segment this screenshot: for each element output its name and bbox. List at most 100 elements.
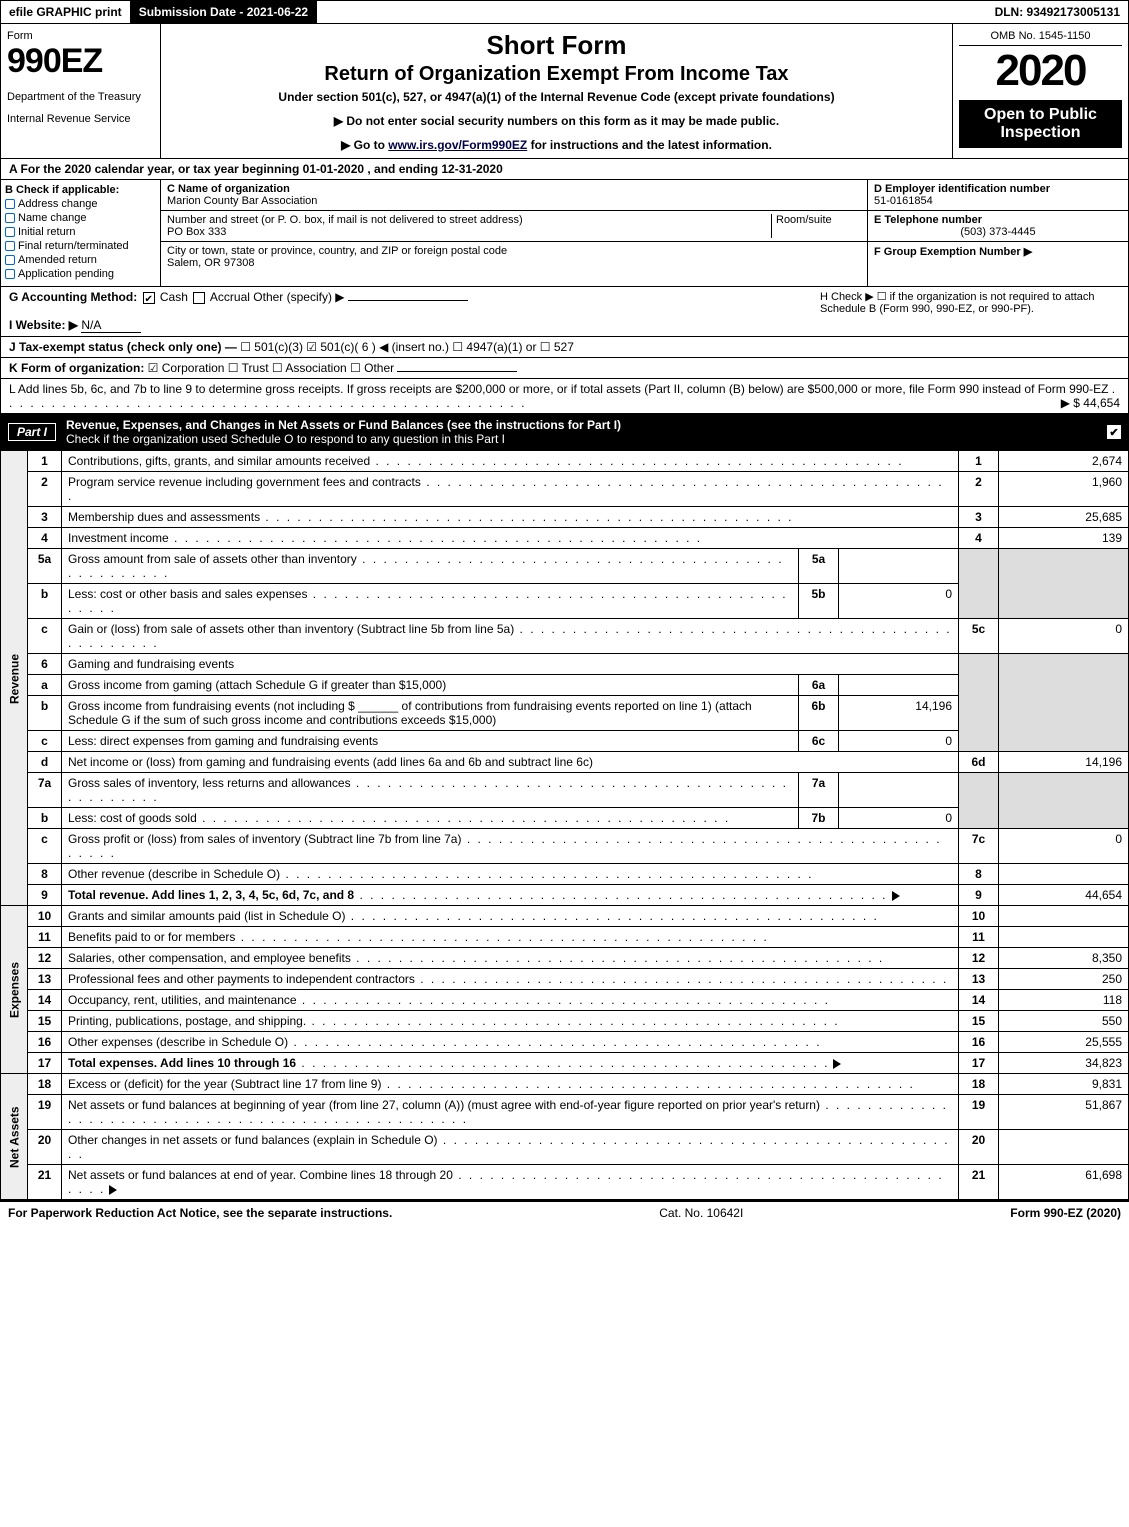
part1-check-text: Check if the organization used Schedule …: [66, 432, 505, 446]
line-19-value: 51,867: [999, 1095, 1129, 1130]
other-specify-input[interactable]: [348, 300, 468, 301]
col-d: D Employer identification number 51-0161…: [868, 180, 1128, 286]
return-subtitle: Return of Organization Exempt From Incom…: [167, 63, 946, 86]
line-9-desc: Total revenue. Add lines 1, 2, 3, 4, 5c,…: [68, 888, 354, 902]
line-6b-mv: 14,196: [839, 696, 959, 731]
line-1-desc: Contributions, gifts, grants, and simila…: [68, 454, 370, 468]
schedule-o-checkbox[interactable]: ✔: [1107, 425, 1121, 439]
line-21-desc: Net assets or fund balances at end of ye…: [68, 1168, 453, 1182]
grey-5: [959, 549, 999, 619]
line-6d-value: 14,196: [999, 752, 1129, 773]
line-8-value: [999, 864, 1129, 885]
room-label: Room/suite: [776, 214, 832, 226]
line-17-boxnum: 17: [959, 1053, 999, 1074]
line-15-boxnum: 15: [959, 1011, 999, 1032]
submission-date-button[interactable]: Submission Date - 2021-06-22: [131, 1, 317, 23]
line-6d-num: d: [28, 752, 62, 773]
goto-post: for instructions and the latest informat…: [531, 138, 772, 152]
chk-application-pending[interactable]: Application pending: [5, 268, 156, 280]
line-16-value: 25,555: [999, 1032, 1129, 1053]
grey-7v: [999, 773, 1129, 829]
line-7c-boxnum: 7c: [959, 829, 999, 864]
line-10-value: [999, 906, 1129, 927]
irs-link[interactable]: www.irs.gov/Form990EZ: [388, 138, 527, 152]
omb-number: OMB No. 1545-1150: [959, 30, 1122, 46]
line-11-desc: Benefits paid to or for members: [68, 930, 235, 944]
line-3-value: 25,685: [999, 507, 1129, 528]
part1-table: Revenue 1 Contributions, gifts, grants, …: [0, 450, 1129, 1200]
line-11-num: 11: [28, 927, 62, 948]
expenses-side-label: Expenses: [1, 906, 28, 1074]
ssn-warning: ▶ Do not enter social security numbers o…: [167, 114, 946, 128]
line-12-desc: Salaries, other compensation, and employ…: [68, 951, 351, 965]
line-6d-desc: Net income or (loss) from gaming and fun…: [68, 755, 593, 769]
line-7c-num: c: [28, 829, 62, 864]
line-5c-desc: Gain or (loss) from sale of assets other…: [68, 622, 514, 636]
footer-form: Form 990-EZ (2020): [1010, 1206, 1121, 1220]
line-15-num: 15: [28, 1011, 62, 1032]
line-16-boxnum: 16: [959, 1032, 999, 1053]
tel-label: E Telephone number: [874, 214, 982, 226]
k-options: ☑ Corporation ☐ Trust ☐ Association ☐ Ot…: [148, 361, 394, 375]
line-2-value: 1,960: [999, 472, 1129, 507]
footer-left: For Paperwork Reduction Act Notice, see …: [8, 1206, 392, 1220]
line-3-boxnum: 3: [959, 507, 999, 528]
g-label: G Accounting Method:: [9, 290, 137, 304]
chk-accrual[interactable]: [193, 292, 205, 304]
line-7b-ml: 7b: [799, 808, 839, 829]
line-7b-desc: Less: cost of goods sold: [68, 811, 197, 825]
line-6c-desc: Less: direct expenses from gaming and fu…: [62, 731, 799, 752]
j-options: ☐ 501(c)(3) ☑ 501(c)( 6 ) ◀ (insert no.)…: [240, 340, 574, 354]
line-18-num: 18: [28, 1074, 62, 1095]
line-1-value: 2,674: [999, 451, 1129, 472]
goto-pre: ▶ Go to: [341, 138, 388, 152]
row-k: K Form of organization: ☑ Corporation ☐ …: [0, 358, 1129, 379]
line-6-desc: Gaming and fundraising events: [62, 654, 959, 675]
line-6c-num: c: [28, 731, 62, 752]
group-exemption-label: F Group Exemption Number ▶: [874, 246, 1032, 258]
chk-name-change[interactable]: Name change: [5, 212, 156, 224]
line-15-desc: Printing, publications, postage, and shi…: [68, 1014, 306, 1028]
line-7a-desc: Gross sales of inventory, less returns a…: [68, 776, 351, 790]
open-public: Open to Public Inspection: [959, 100, 1122, 148]
chk-final-return[interactable]: Final return/terminated: [5, 240, 156, 252]
k-other-input[interactable]: [397, 371, 517, 372]
arrow-icon: [892, 891, 900, 901]
chk-address-change[interactable]: Address change: [5, 198, 156, 210]
line-20-value: [999, 1130, 1129, 1165]
line-5a-mv: [839, 549, 959, 584]
line-6c-mv: 0: [839, 731, 959, 752]
line-11-value: [999, 927, 1129, 948]
line-19-desc: Net assets or fund balances at beginning…: [68, 1098, 820, 1112]
col-c: C Name of organization Marion County Bar…: [161, 180, 868, 286]
line-19-num: 19: [28, 1095, 62, 1130]
line-21-boxnum: 21: [959, 1165, 999, 1200]
row-j: J Tax-exempt status (check only one) — ☐…: [0, 337, 1129, 358]
line-6b-ml: 6b: [799, 696, 839, 731]
addr-label: Number and street (or P. O. box, if mail…: [167, 214, 523, 226]
i-label: I Website: ▶: [9, 318, 78, 332]
line-7c-value: 0: [999, 829, 1129, 864]
addr-value: PO Box 333: [167, 226, 226, 238]
top-bar: efile GRAPHIC print Submission Date - 20…: [0, 0, 1129, 24]
tel-value: (503) 373-4445: [874, 226, 1122, 238]
line-20-desc: Other changes in net assets or fund bala…: [68, 1133, 438, 1147]
efile-print-button[interactable]: efile GRAPHIC print: [1, 1, 131, 23]
chk-amended-return[interactable]: Amended return: [5, 254, 156, 266]
chk-cash[interactable]: [143, 292, 155, 304]
line-17-num: 17: [28, 1053, 62, 1074]
grey-7: [959, 773, 999, 829]
netassets-side-label: Net Assets: [1, 1074, 28, 1200]
chk-initial-return[interactable]: Initial return: [5, 226, 156, 238]
form-number: 990EZ: [7, 42, 154, 81]
line-14-desc: Occupancy, rent, utilities, and maintena…: [68, 993, 297, 1007]
line-6a-num: a: [28, 675, 62, 696]
opt-accrual: Accrual: [210, 290, 250, 304]
line-9-num: 9: [28, 885, 62, 906]
ein-value: 51-0161854: [874, 195, 933, 207]
line-6-num: 6: [28, 654, 62, 675]
line-20-boxnum: 20: [959, 1130, 999, 1165]
h-box: H Check ▶ ☐ if the organization is not r…: [820, 290, 1120, 333]
line-13-boxnum: 13: [959, 969, 999, 990]
line-7b-mv: 0: [839, 808, 959, 829]
